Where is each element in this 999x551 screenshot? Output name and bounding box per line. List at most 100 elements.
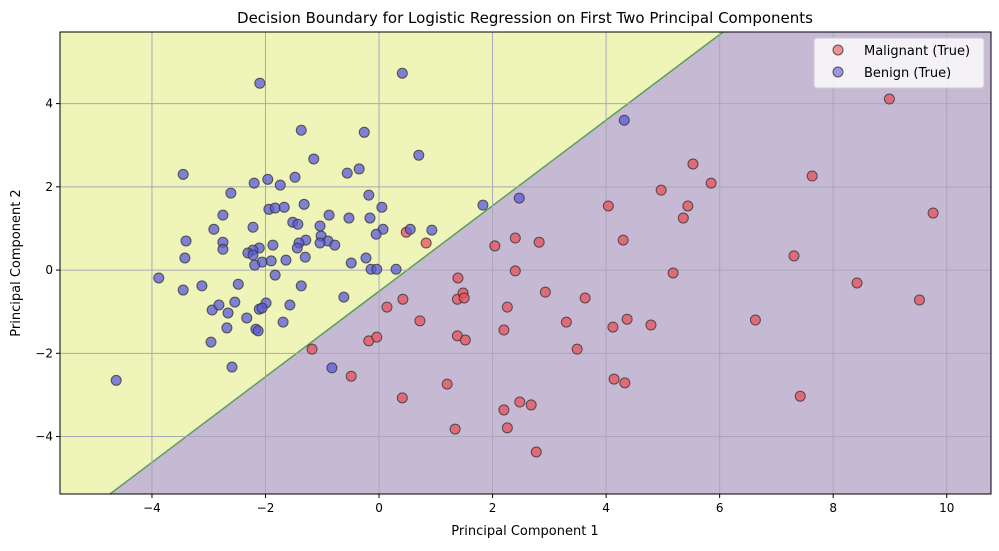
benign-point [413, 149, 425, 161]
malignant-point [459, 334, 471, 346]
benign-point [363, 189, 375, 201]
malignant-point [306, 343, 318, 355]
legend: Malignant (True) Benign (True) [813, 37, 985, 89]
y-axis-label: Principal Component 2 [9, 189, 24, 336]
benign-point [371, 263, 383, 275]
benign-point [208, 223, 220, 235]
benign-point [248, 177, 260, 189]
benign-point [269, 269, 281, 281]
benign-point [222, 307, 234, 319]
benign-point [289, 171, 301, 183]
benign-point [314, 220, 326, 232]
malignant-point [509, 265, 521, 277]
malignant-point [514, 396, 526, 408]
malignant-point [682, 200, 694, 212]
malignant-point [371, 331, 383, 343]
malignant-point [806, 170, 818, 182]
benign-point [252, 325, 264, 337]
legend-marker-benign [832, 66, 844, 78]
malignant-point [571, 343, 583, 355]
x-tick-label: 0 [375, 501, 383, 515]
benign-point [229, 296, 241, 308]
malignant-point [619, 377, 631, 389]
malignant-point [602, 200, 614, 212]
malignant-point [530, 446, 542, 458]
x-tick-label: 4 [602, 501, 610, 515]
malignant-point [396, 392, 408, 404]
benign-point [291, 242, 303, 254]
benign-point [329, 239, 341, 251]
benign-point [308, 153, 320, 165]
x-axis-label: Principal Component 1 [451, 524, 598, 539]
benign-point [326, 362, 338, 374]
benign-point [196, 280, 208, 292]
malignant-point [655, 184, 667, 196]
malignant-point [449, 423, 461, 435]
malignant-point [617, 234, 629, 246]
benign-point [179, 252, 191, 264]
benign-point [217, 209, 229, 221]
benign-point [390, 263, 402, 275]
benign-point [262, 173, 274, 185]
malignant-point [927, 207, 939, 219]
benign-point [269, 202, 281, 214]
malignant-point [687, 158, 699, 170]
benign-point [247, 221, 259, 233]
benign-point [338, 291, 350, 303]
benign-point [177, 284, 189, 296]
y-tick-label: −4 [35, 430, 53, 444]
malignant-point [913, 294, 925, 306]
benign-point [277, 316, 289, 328]
malignant-point [533, 236, 545, 248]
malignant-point [525, 399, 537, 411]
benign-point [221, 322, 233, 334]
benign-point [256, 302, 268, 314]
benign-point [267, 239, 279, 251]
malignant-point [489, 240, 501, 252]
benign-point [299, 251, 311, 263]
malignant-point [794, 390, 806, 402]
malignant-point [397, 293, 409, 305]
benign-point [274, 179, 286, 191]
benign-point [249, 259, 261, 271]
legend-label-benign: Benign (True) [864, 66, 951, 81]
y-tick-label: 0 [45, 263, 53, 277]
benign-point [217, 243, 229, 255]
benign-point [353, 163, 365, 175]
benign-point [343, 212, 355, 224]
malignant-point [539, 286, 551, 298]
malignant-point [645, 319, 657, 331]
benign-point [376, 201, 388, 213]
benign-point [153, 272, 165, 284]
plot-frame [59, 31, 992, 495]
chart-title: Decision Boundary for Logistic Regressio… [237, 9, 813, 27]
y-tick-label: −2 [35, 346, 53, 360]
benign-region [60, 32, 724, 494]
malignant-point [705, 177, 717, 189]
benign-point [280, 254, 292, 266]
malignant-point [501, 422, 513, 434]
benign-point [180, 235, 192, 247]
benign-point [278, 201, 290, 213]
benign-point [404, 223, 416, 235]
x-tick-label: −2 [257, 501, 275, 515]
x-tick-label: 8 [829, 501, 837, 515]
malignant-point [749, 314, 761, 326]
benign-point [341, 167, 353, 179]
malignant-point [509, 232, 521, 244]
malignant-point [677, 212, 689, 224]
benign-point [213, 299, 225, 311]
malignant-point [607, 321, 619, 333]
malignant-point [560, 316, 572, 328]
malignant-point [621, 313, 633, 325]
benign-point [314, 237, 326, 249]
benign-point [265, 255, 277, 267]
malignant-point [414, 315, 426, 327]
benign-point [323, 209, 335, 221]
benign-point [426, 224, 438, 236]
benign-point [241, 312, 253, 324]
malignant-point [788, 250, 800, 262]
benign-point [364, 212, 376, 224]
